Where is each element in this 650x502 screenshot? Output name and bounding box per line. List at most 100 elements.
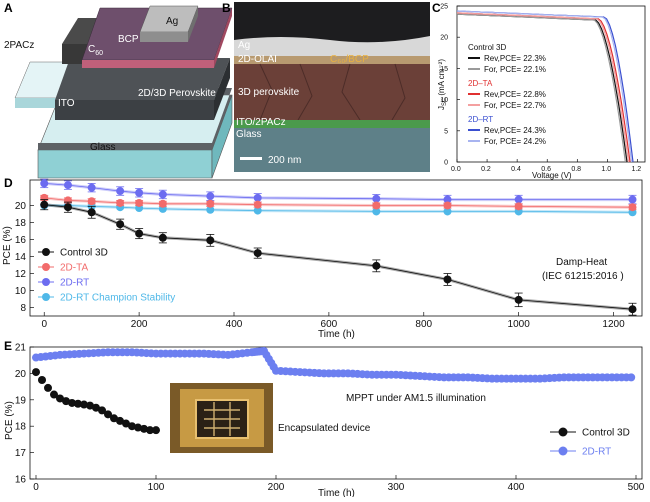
e-y-tick-label: 16 <box>15 475 27 486</box>
e-x-tick-label: 300 <box>388 482 405 493</box>
panel-e-letter: E <box>4 339 12 353</box>
d-x-axis-label: Time (h) <box>318 329 355 340</box>
d-legend: Control 3D 2D-TA 2D-RT 2D-RT Champion Stabi… <box>38 248 175 304</box>
c-jv-curve <box>456 10 633 163</box>
d-data-point <box>443 207 452 216</box>
e-y-tick-label: 21 <box>15 343 27 354</box>
d-y-tick-label: 16 <box>15 235 27 246</box>
c-x-tick-label: 0.8 <box>571 166 581 173</box>
e-x-tick-label: 200 <box>268 482 285 493</box>
panel-d: D 0 200 400 600 800 1000 1200 8 10 12 14 16 18 20 PCE… <box>2 176 643 340</box>
d-trend-line <box>44 204 633 310</box>
e-y-tick-label: 17 <box>15 448 27 459</box>
d-data-point <box>372 201 381 210</box>
c-x-tick-label: 0.0 <box>451 166 461 173</box>
c-jv-curve <box>456 12 630 163</box>
e-x-tick-label: 400 <box>508 482 525 493</box>
d-data-point <box>372 261 381 270</box>
d-data-point <box>443 275 452 284</box>
sem-ag-layer <box>234 36 430 56</box>
d-x-tick-label: 600 <box>321 319 338 330</box>
d-data-point <box>206 236 215 245</box>
label-ag: Ag <box>166 16 178 27</box>
photo-electrodes <box>204 402 240 436</box>
d-legend-label: 2D-RT <box>60 278 89 289</box>
e-data <box>32 346 636 435</box>
e-plot-frame <box>29 346 643 480</box>
photo-caption: Encapsulated device <box>278 423 371 434</box>
e-control-point <box>122 419 130 428</box>
d-data-point <box>514 202 523 211</box>
e-x-axis-label: Time (h) <box>318 488 355 497</box>
d-data-point <box>628 195 637 204</box>
c-x-tick-label: 0.4 <box>511 166 521 173</box>
e-y-tick-label: 20 <box>15 369 27 380</box>
d-data-point <box>116 220 125 229</box>
d-y-tick-label: 20 <box>15 201 27 212</box>
e-control-point <box>98 406 106 415</box>
label-glass: Glass <box>90 142 116 153</box>
perovskite-layer-side <box>214 58 230 120</box>
c-legend-for-label: For, PCE= 22.1% <box>484 65 546 74</box>
d-x-tick-label: 0 <box>41 319 47 330</box>
c-legend-group-title: 2D–RT <box>468 115 493 124</box>
d-data-point <box>628 305 637 314</box>
d-data-point <box>40 200 49 209</box>
d-data-point <box>116 187 125 196</box>
e-control-point <box>140 424 148 433</box>
d-data-point <box>158 233 167 242</box>
d-y-tick-label: 10 <box>15 286 27 297</box>
d-data-point <box>87 197 96 206</box>
d-legend-label: 2D-TA <box>60 263 88 274</box>
d-data-point <box>158 190 167 199</box>
c-legend-group-title: Control 3D <box>468 43 506 52</box>
c-x-tick-label: 1.2 <box>631 166 641 173</box>
ag-contact-side <box>188 6 198 42</box>
ag-contact-front <box>140 32 188 42</box>
scale-bar <box>240 157 262 160</box>
sem-label-ito: ITO/2PACz <box>236 117 286 128</box>
d-x-tick-label: 1200 <box>602 319 625 330</box>
sem-label-ag: Ag <box>238 40 250 51</box>
c-x-tick-label: 0.6 <box>541 166 551 173</box>
e-y-tick-label: 19 <box>15 395 27 406</box>
sem-label-perovskite: 3D perovskite <box>238 87 300 98</box>
sem-ito-layer <box>234 120 430 128</box>
c-legend-group-title: 2D–TA <box>468 79 493 88</box>
d-x-tick-label: 400 <box>226 319 243 330</box>
d-data-point <box>87 183 96 192</box>
panel-c: C 0.0 0.2 0.4 0.6 0.8 1.0 1.2 0 5 10 15 20 25 Volta… <box>432 1 646 180</box>
c-legend-rev-label: Rev,PCE= 24.3% <box>484 126 546 135</box>
d-legend-marker <box>42 248 50 256</box>
d-data-point <box>253 200 262 209</box>
e-x-tick-label: 0 <box>33 482 39 493</box>
panel-d-letter: D <box>4 176 13 190</box>
e-legend: Control 3D 2D-RT <box>550 427 630 458</box>
d-y-tick-label: 8 <box>20 303 26 314</box>
d-data-point <box>206 192 215 201</box>
d-x-tick-label: 800 <box>415 319 432 330</box>
sem-label-olai: 2D-OLAI <box>238 54 277 65</box>
c-y-tick-label: 10 <box>440 97 448 104</box>
panel-a-letter: A <box>4 1 13 15</box>
device-photo <box>170 383 273 453</box>
e-control-point <box>44 383 52 392</box>
d-ticks: 0 200 400 600 800 1000 1200 8 10 12 14 16 18 20 <box>15 201 625 330</box>
scale-bar-label: 200 nm <box>268 155 301 166</box>
d-x-tick-label: 1000 <box>508 319 531 330</box>
d-data-point <box>116 198 125 207</box>
panel-a: A Ag BCP C60 2PACz 2D/3D Perovskite ITO … <box>4 1 233 179</box>
label-bcp: BCP <box>118 34 139 45</box>
perovskite-layer-front <box>55 100 214 120</box>
e-legend-label: 2D-RT <box>582 447 611 458</box>
c-y-tick-label: 0 <box>444 160 448 167</box>
label-c60: C60 <box>88 44 103 57</box>
d-data-point <box>628 203 637 212</box>
perovskite-layer-top <box>55 58 230 100</box>
e-control-point <box>128 422 136 431</box>
e-2drt-point <box>627 373 636 382</box>
d-plot-frame <box>29 179 643 317</box>
d-data <box>40 178 637 316</box>
d-legend-label: 2D-RT Champion Stability <box>60 293 175 304</box>
